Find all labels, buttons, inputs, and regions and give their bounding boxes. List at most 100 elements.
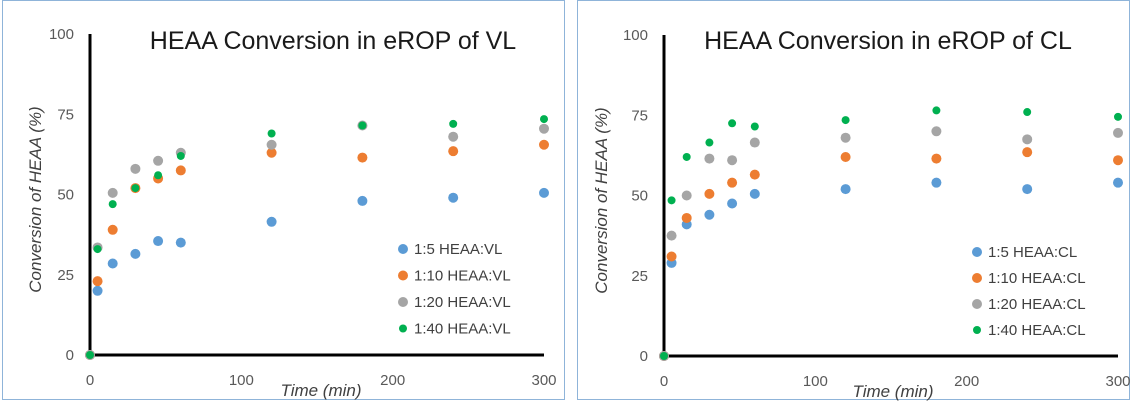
chart-vl-point-series-2 <box>357 152 368 163</box>
chart-vl-point-series-4 <box>267 129 276 138</box>
chart-cl-y-tick-label: 50 <box>631 188 648 205</box>
chart-vl-legend-label: 1:20 HEAA:VL <box>414 294 511 311</box>
chart-vl-point-series-1 <box>175 237 186 248</box>
chart-cl-y-tick-label: 75 <box>631 107 648 124</box>
chart-vl-y-tick-label: 75 <box>57 106 74 123</box>
chart-cl-legend-marker <box>972 273 982 283</box>
chart-cl-legend-label: 1:10 HEAA:CL <box>988 270 1086 287</box>
chart-cl-legend-label: 1:40 HEAA:CL <box>988 322 1086 339</box>
chart-vl-point-series-4 <box>131 184 140 193</box>
chart-vl-point-series-3 <box>153 155 164 166</box>
chart-cl-point-series-2 <box>749 169 760 180</box>
chart-vl-legend-marker <box>399 324 407 333</box>
chart-vl-point-series-1 <box>448 192 459 203</box>
chart-vl-point-series-4 <box>108 200 117 209</box>
chart-vl-point-series-2 <box>448 146 459 157</box>
chart-vl-y-tick-label: 100 <box>49 26 74 43</box>
chart-cl-legend-marker <box>972 247 982 257</box>
chart-vl-point-series-1 <box>266 216 277 227</box>
chart-vl-x-tick-label: 100 <box>229 372 254 389</box>
chart-vl-point-series-3 <box>539 123 549 134</box>
chart-vl-point-series-4 <box>176 151 185 160</box>
chart-vl-point-series-4 <box>540 115 548 124</box>
chart-vl-x-tick-label: 200 <box>380 372 405 389</box>
chart-cl-point-series-2 <box>666 251 677 262</box>
chart-cl-point-series-3 <box>840 132 851 143</box>
chart-cl-x-tick-label: 0 <box>660 373 668 390</box>
chart-vl-point-series-4 <box>449 119 458 128</box>
chart-vl-y-tick-label: 0 <box>66 347 74 364</box>
chart-cl-svg: HEAA Conversion in eROP of CL 0 25 50 75 100 0… <box>592 27 1131 401</box>
chart-cl-y-tick-label: 25 <box>631 268 648 285</box>
chart-vl-x-axis-title: Time (min) <box>280 381 361 400</box>
chart-vl-svg: HEAA Conversion in eROP of VL 0 25 50 75 100 0… <box>26 26 557 400</box>
chart-cl-point-series-3 <box>1113 127 1123 138</box>
chart-cl-point-series-2 <box>931 153 942 164</box>
chart-vl-point-series-4 <box>86 351 94 359</box>
chart-vl-point-series-4 <box>358 121 367 130</box>
chart-vl-point-series-2 <box>266 147 277 158</box>
chart-cl-point-series-3 <box>666 230 677 241</box>
chart-cl-title: HEAA Conversion in eROP of CL <box>704 27 1072 55</box>
chart-vl-legend-label: 1:10 HEAA:VL <box>414 268 511 285</box>
chart-cl-point-series-4 <box>841 116 850 125</box>
chart-cl-point-series-4 <box>660 352 668 360</box>
chart-cl-point-series-2 <box>1022 147 1033 158</box>
chart-vl-point-series-1 <box>357 195 368 206</box>
chart-panel-vl: HEAA Conversion in eROP of VL 0 25 50 75 100 0… <box>2 0 565 400</box>
chart-cl-point-series-2 <box>1113 155 1123 166</box>
chart-vl-point-series-3 <box>130 163 141 174</box>
chart-vl-point-series-1 <box>107 258 118 269</box>
chart-vl-point-series-1 <box>92 285 103 296</box>
chart-vl-title: HEAA Conversion in eROP of VL <box>150 27 516 55</box>
chart-cl-legend-label: 1:20 HEAA:CL <box>988 296 1086 313</box>
chart-vl-point-series-1 <box>153 236 164 247</box>
chart-vl-point-series-2 <box>175 165 186 176</box>
chart-cl-y-tick-label: 100 <box>623 27 648 44</box>
chart-vl-x-tick-label: 0 <box>86 372 94 389</box>
chart-cl-legend-marker <box>972 299 982 309</box>
chart-cl-point-series-2 <box>727 177 738 188</box>
chart-cl-point-series-2 <box>840 151 851 162</box>
chart-cl-point-series-1 <box>749 188 760 199</box>
chart-cl-legend-label: 1:5 HEAA:CL <box>988 244 1077 261</box>
chart-cl-point-series-3 <box>704 153 715 164</box>
chart-cl-point-series-4 <box>1023 108 1032 117</box>
chart-cl-y-tick-label: 0 <box>640 348 648 365</box>
chart-vl-point-series-3 <box>107 187 118 198</box>
chart-vl-x-tick-label: 300 <box>531 372 556 389</box>
chart-cl-point-series-3 <box>931 126 942 137</box>
chart-vl-point-series-1 <box>539 187 549 198</box>
chart-cl-point-series-1 <box>1022 184 1033 195</box>
chart-vl-y-tick-label: 50 <box>57 187 74 204</box>
chart-cl-point-series-3 <box>1022 134 1033 145</box>
chart-cl-y-axis-title: Conversion of HEAA (%) <box>592 107 611 293</box>
chart-cl-legend-marker <box>973 326 981 334</box>
chart-cl-point-series-1 <box>1113 177 1123 188</box>
chart-cl-x-axis-title: Time (min) <box>852 382 933 401</box>
chart-vl-y-tick-label: 25 <box>57 267 74 284</box>
chart-cl-point-series-4 <box>682 152 691 161</box>
chart-vl-legend-marker <box>398 244 408 254</box>
chart-cl-point-series-1 <box>727 198 738 209</box>
chart-cl-point-series-2 <box>704 188 715 199</box>
chart-vl-legend-label: 1:40 HEAA:VL <box>414 321 511 338</box>
chart-cl-point-series-4 <box>728 119 737 128</box>
chart-vl-point-series-2 <box>539 139 549 150</box>
chart-vl-point-series-1 <box>130 248 141 259</box>
chart-cl-point-series-4 <box>932 106 941 115</box>
chart-cl-point-series-3 <box>749 137 760 148</box>
chart-vl-point-series-3 <box>266 139 277 150</box>
chart-panel-cl: HEAA Conversion in eROP of CL 0 25 50 75 100 0… <box>577 0 1131 401</box>
chart-cl-point-series-1 <box>840 184 851 195</box>
chart-vl-y-axis-title: Conversion of HEAA (%) <box>26 106 45 292</box>
chart-vl-point-series-4 <box>154 171 163 180</box>
chart-vl-point-series-3 <box>448 131 459 142</box>
chart-vl-point-series-4 <box>93 245 102 254</box>
chart-cl-x-tick-label: 300 <box>1105 373 1130 390</box>
chart-cl-point-series-1 <box>704 209 715 220</box>
chart-cl-point-series-3 <box>727 155 738 166</box>
chart-cl-x-tick-label: 200 <box>954 373 979 390</box>
chart-vl-point-series-2 <box>92 276 103 287</box>
chart-vl-legend-marker <box>398 297 408 307</box>
